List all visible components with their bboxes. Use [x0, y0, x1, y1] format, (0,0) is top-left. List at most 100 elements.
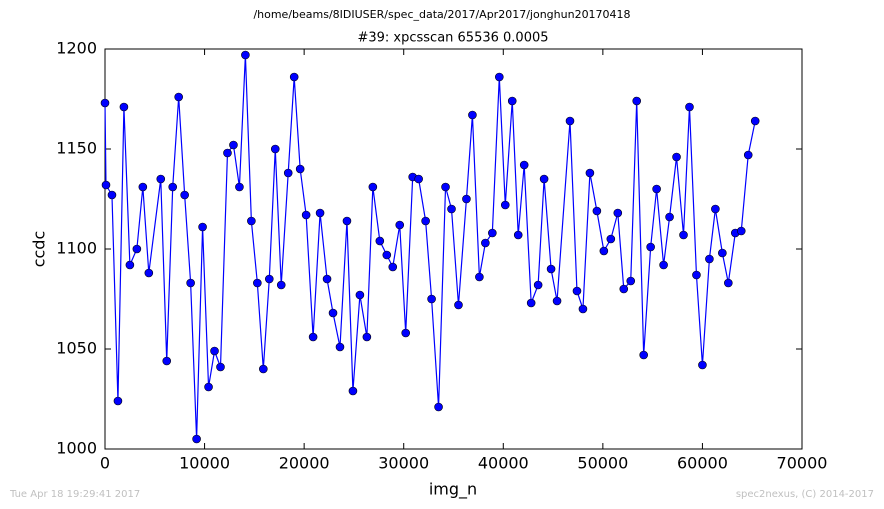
- marker: [659, 260, 668, 270]
- marker: [578, 304, 588, 314]
- marker: [301, 210, 311, 220]
- marker: [283, 168, 293, 178]
- y-tick-label: 1200: [56, 39, 97, 58]
- marker: [107, 190, 117, 200]
- marker: [156, 174, 166, 184]
- marker: [342, 216, 352, 226]
- marker: [216, 362, 225, 372]
- marker: [606, 234, 616, 244]
- marker: [441, 182, 450, 192]
- marker: [328, 308, 338, 318]
- marker: [626, 276, 636, 286]
- marker: [565, 116, 575, 126]
- marker: [546, 264, 556, 274]
- marker: [289, 72, 299, 82]
- marker: [711, 204, 720, 214]
- marker: [685, 102, 694, 112]
- plot-frame: [104, 48, 803, 450]
- marker: [718, 248, 727, 258]
- marker: [447, 204, 456, 214]
- marker: [468, 110, 477, 120]
- marker: [348, 386, 358, 396]
- marker: [434, 402, 443, 412]
- footer-right: spec2nexus, (C) 2014-2017: [736, 489, 874, 500]
- marker: [259, 364, 268, 374]
- marker: [743, 150, 753, 160]
- x-tick-label: 40000: [478, 454, 529, 473]
- marker: [229, 140, 238, 150]
- marker: [488, 228, 497, 238]
- marker: [572, 286, 582, 296]
- marker: [736, 226, 746, 236]
- marker: [533, 280, 543, 290]
- marker: [646, 242, 655, 252]
- marker: [672, 152, 681, 162]
- marker: [100, 98, 110, 108]
- x-tick-label: 50000: [577, 454, 628, 473]
- marker: [585, 168, 595, 178]
- marker: [235, 182, 244, 192]
- x-tick-label: 0: [100, 454, 110, 473]
- marker: [401, 328, 411, 338]
- marker: [495, 72, 504, 82]
- marker: [513, 230, 523, 240]
- marker: [132, 244, 142, 254]
- x-tick-label: 20000: [279, 454, 330, 473]
- marker: [174, 92, 183, 102]
- marker: [368, 182, 378, 192]
- marker: [481, 238, 490, 248]
- y-tick-label: 1050: [56, 339, 97, 358]
- x-tick-label: 30000: [378, 454, 429, 473]
- marker: [382, 250, 392, 260]
- chart-subtitle: #39: xpcsscan 65536 0.0005: [357, 31, 548, 46]
- marker: [335, 342, 345, 352]
- marker: [639, 350, 648, 360]
- marker: [414, 174, 423, 184]
- marker: [253, 278, 262, 288]
- marker: [395, 220, 405, 230]
- marker: [539, 174, 549, 184]
- marker: [355, 290, 365, 300]
- marker: [186, 278, 195, 288]
- marker: [322, 274, 332, 284]
- marker: [724, 278, 733, 288]
- marker: [270, 144, 280, 154]
- marker: [204, 382, 213, 392]
- marker: [247, 216, 256, 226]
- marker: [500, 200, 510, 210]
- marker: [119, 102, 129, 112]
- y-tick-label: 1000: [56, 439, 97, 458]
- marker: [362, 332, 372, 342]
- marker: [679, 230, 688, 240]
- y-axis-label: ccdc: [30, 231, 49, 268]
- marker: [315, 208, 325, 218]
- footer-left: Tue Apr 18 19:29:41 2017: [9, 489, 140, 500]
- marker: [241, 50, 250, 60]
- y-tick-label: 1100: [56, 239, 97, 258]
- marker: [750, 116, 760, 126]
- chart-title: /home/beams/8IDIUSER/spec_data/2017/Apr2…: [253, 8, 630, 21]
- marker: [519, 160, 529, 170]
- marker: [475, 272, 484, 282]
- x-tick-label: 10000: [179, 454, 230, 473]
- marker: [276, 280, 286, 290]
- marker: [192, 434, 201, 444]
- marker: [375, 236, 385, 246]
- marker: [552, 296, 562, 306]
- marker: [705, 254, 714, 264]
- marker: [507, 96, 517, 106]
- marker: [462, 194, 471, 204]
- marker: [388, 262, 398, 272]
- marker: [210, 346, 219, 356]
- marker: [168, 182, 178, 192]
- marker: [144, 268, 154, 278]
- marker: [180, 190, 189, 200]
- marker: [599, 246, 609, 256]
- marker: [223, 148, 232, 158]
- y-tick-label: 1150: [56, 139, 97, 158]
- marker: [665, 212, 674, 222]
- marker: [125, 260, 135, 270]
- marker: [162, 356, 172, 366]
- x-axis-label: img_n: [429, 480, 477, 500]
